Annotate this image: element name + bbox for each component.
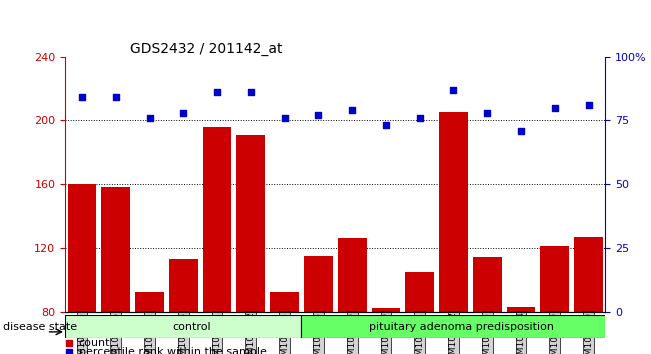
Text: GSM100889: GSM100889 [348,312,357,354]
Point [415,115,425,121]
Text: GSM100896: GSM100896 [111,312,120,354]
Point [279,115,290,121]
Point [516,128,526,133]
Bar [270,292,299,312]
Point [549,105,560,110]
Bar [135,292,164,312]
Point [313,113,324,118]
Bar [439,113,468,312]
Bar [102,187,130,312]
Point [347,107,357,113]
Text: pituitary adenoma predisposition: pituitary adenoma predisposition [369,321,555,332]
Text: GSM100894: GSM100894 [516,312,525,354]
Bar [406,272,434,312]
Text: percentile rank within the sample: percentile rank within the sample [79,347,267,354]
FancyBboxPatch shape [301,315,622,338]
Bar [338,238,367,312]
Text: GSM100899: GSM100899 [550,312,559,354]
Point [381,122,391,128]
Text: GSM100888: GSM100888 [314,312,323,354]
Bar [236,135,265,312]
Text: GDS2432 / 201142_at: GDS2432 / 201142_at [130,42,283,56]
Text: GSM100897: GSM100897 [145,312,154,354]
Point [212,90,222,95]
Text: GSM100898: GSM100898 [179,312,187,354]
Point [583,102,594,108]
Bar [574,236,603,312]
Point [245,90,256,95]
Point [482,110,492,115]
Point [77,95,87,100]
Point [111,95,121,100]
Text: GSM100895: GSM100895 [77,312,87,354]
FancyBboxPatch shape [65,315,301,338]
Text: GSM100891: GSM100891 [415,312,424,354]
Bar [473,257,501,312]
Bar [202,127,231,312]
Text: GSM100892: GSM100892 [449,312,458,354]
Point [145,115,155,121]
Point [449,87,459,93]
Text: count: count [79,338,110,348]
Text: GSM100901: GSM100901 [213,312,221,354]
Text: GSM100900: GSM100900 [584,312,593,354]
Text: GSM100903: GSM100903 [280,312,289,354]
Bar [304,256,333,312]
Bar [540,246,569,312]
Point [178,110,189,115]
Text: disease state: disease state [3,322,77,332]
Text: GSM100893: GSM100893 [483,312,492,354]
Bar [372,308,400,312]
Bar [506,307,535,312]
Bar [68,184,96,312]
Text: GSM100890: GSM100890 [381,312,391,354]
Text: GSM100902: GSM100902 [246,312,255,354]
Text: control: control [173,321,211,332]
Bar [169,259,198,312]
